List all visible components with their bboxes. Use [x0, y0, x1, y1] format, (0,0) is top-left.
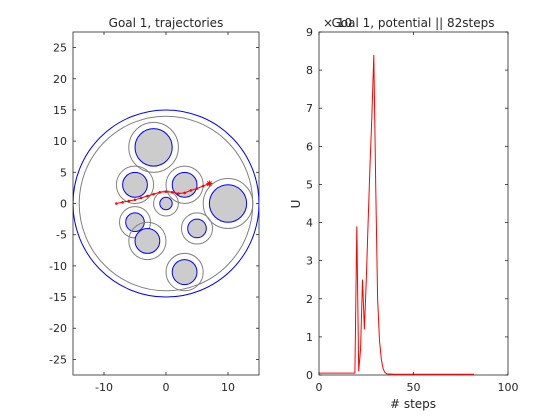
- goal-marker: [206, 180, 213, 187]
- y-tick-label: 3: [306, 255, 313, 268]
- obstacle-safety-ring: [181, 212, 213, 245]
- trajectory-axes: -10 0 10 -25 -20 -15 -10 -5 0 5 10 15 20 25 Goal 1, …: [49, 16, 260, 394]
- y-tick-label: -5: [56, 229, 67, 242]
- potential-line: [319, 54, 474, 375]
- trajectory-title: Goal 1, trajectories: [109, 16, 224, 30]
- potential-y-label: U: [289, 200, 303, 209]
- trajectory-point: [127, 199, 131, 203]
- y-tick-label: -25: [49, 353, 67, 366]
- y-tick-label: 10: [53, 135, 67, 148]
- trajectory-point: [146, 194, 149, 198]
- potential-x-ticks: 0 50 100: [316, 32, 519, 394]
- y-tick-label: 2: [306, 293, 313, 306]
- obstacle: [125, 212, 145, 233]
- trajectory-point: [133, 198, 137, 202]
- y-tick-label: 15: [53, 104, 67, 117]
- obstacle: [122, 171, 148, 198]
- obstacle: [159, 196, 173, 211]
- y-tick-label: 9: [306, 26, 313, 39]
- obstacle-safety-ring: [165, 252, 204, 292]
- y-tick-label: 8: [306, 64, 313, 77]
- obstacle: [134, 128, 173, 167]
- trajectory-point: [158, 190, 162, 194]
- y-tick-label: 20: [53, 73, 67, 86]
- potential-x-label: # steps: [390, 397, 436, 411]
- potential-y-multiplier: × 10: [323, 16, 352, 30]
- trajectory-point: [201, 184, 205, 188]
- obstacle: [208, 184, 248, 223]
- trajectory-point: [121, 200, 124, 204]
- trajectory-point: [164, 190, 168, 193]
- y-tick-label: -15: [49, 291, 67, 304]
- x-tick-label: -10: [95, 381, 113, 394]
- x-tick-label: 50: [407, 381, 421, 394]
- trajectory-point: [183, 191, 186, 195]
- obstacle-safety-ring: [128, 121, 179, 173]
- potential-plot-area: [319, 54, 474, 375]
- obstacle-safety-ring: [115, 165, 155, 204]
- x-tick-label: 10: [221, 381, 235, 394]
- y-tick-label: 25: [53, 42, 67, 55]
- obstacle: [171, 259, 198, 286]
- trajectory-point: [115, 202, 118, 205]
- y-tick-label: 0: [306, 369, 313, 382]
- potential-axes: 0 50 100 0 1 2 3 4 5 6 7 8 9 × 10 Goal 1, potential…: [289, 16, 519, 411]
- trajectory-point: [195, 187, 199, 190]
- y-tick-label: 4: [306, 217, 313, 230]
- y-tick-label: 7: [306, 102, 313, 115]
- obstacle: [187, 218, 207, 239]
- y-tick-label: 6: [306, 140, 313, 153]
- potential-title: Goal 1, potential || 82steps: [332, 16, 495, 30]
- y-tick-label: 5: [306, 178, 313, 191]
- workspace-boundary: [73, 109, 259, 298]
- y-tick-label: -10: [49, 260, 67, 273]
- y-tick-label: 0: [60, 198, 67, 211]
- y-tick-label: -20: [49, 322, 67, 335]
- trajectory-point: [139, 196, 143, 200]
- trajectory-point: [170, 190, 174, 194]
- x-tick-label: 0: [163, 381, 170, 394]
- x-tick-label: 0: [316, 381, 323, 394]
- obstacle: [134, 227, 161, 254]
- trajectory-plot-area: [73, 109, 259, 298]
- trajectory-x-ticks: -10 0 10: [95, 32, 235, 394]
- potential-y-ticks: 0 1 2 3 4 5 6 7 8 9: [306, 26, 508, 382]
- obstacle-safety-ring: [128, 221, 167, 261]
- trajectory-point: [189, 189, 193, 192]
- obstacle-safety-ring: [202, 178, 254, 229]
- trajectory-point: [177, 192, 180, 195]
- trajectory-y-ticks: -25 -20 -15 -10 -5 0 5 10 15 20 25: [49, 42, 259, 366]
- potential-axes-box: [318, 31, 509, 376]
- trajectory-point: [152, 192, 155, 196]
- x-tick-label: 100: [498, 381, 519, 394]
- trajectory-line: [116, 183, 210, 204]
- y-tick-label: 5: [60, 166, 67, 179]
- y-tick-label: 1: [306, 331, 313, 344]
